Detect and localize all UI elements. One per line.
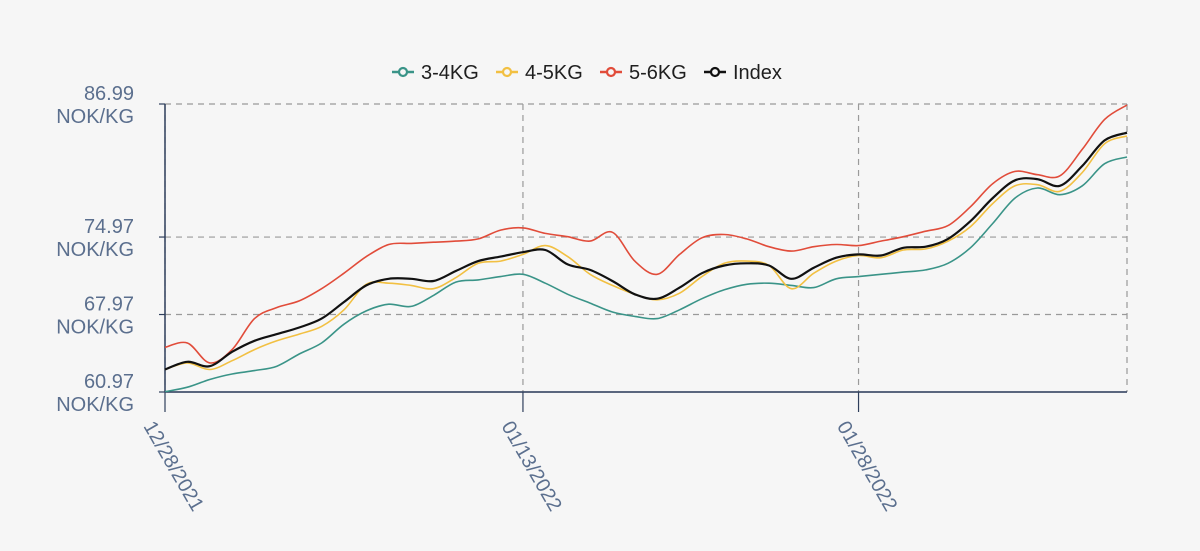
- y-tick-label: 86.99: [84, 83, 134, 105]
- legend-item-4-5kg[interactable]: 4-5KG: [496, 62, 583, 84]
- legend-swatch-marker: [605, 66, 617, 78]
- series-lines: [164, 104, 1128, 393]
- legend-swatch-marker: [501, 66, 513, 78]
- y-axis-ticks: 60.97NOK/KG67.97NOK/KG74.97NOK/KG86.99NO…: [56, 83, 165, 416]
- series-line-3-4kg: [164, 156, 1128, 393]
- series-line-4-5kg: [164, 135, 1128, 371]
- y-tick-unit: NOK/KG: [56, 106, 134, 128]
- y-tick-unit: NOK/KG: [56, 239, 134, 261]
- legend-swatch-marker: [709, 66, 721, 78]
- legend-item-3-4kg[interactable]: 3-4KG: [392, 62, 479, 84]
- series-line-5-6kg: [164, 104, 1128, 364]
- axes: [164, 104, 1127, 393]
- legend: 3-4KG 4-5KG 5-6KG Index: [392, 62, 782, 84]
- y-tick-label: 74.97: [84, 216, 134, 238]
- legend-item-index[interactable]: Index: [704, 62, 782, 84]
- x-axis-ticks: 12/28/2021 01/13/2022 01/28/2022: [139, 392, 901, 516]
- x-tick-label: 12/28/2021: [139, 418, 208, 516]
- x-tick-label: 01/28/2022: [832, 418, 901, 516]
- legend-label: 5-6KG: [629, 62, 687, 84]
- legend-label: Index: [733, 62, 782, 84]
- x-tick-label: 01/13/2022: [497, 418, 566, 516]
- y-tick-unit: NOK/KG: [56, 317, 134, 339]
- legend-swatch-marker: [397, 66, 409, 78]
- y-tick-label: 60.97: [84, 371, 134, 393]
- series-line-index: [164, 131, 1128, 371]
- y-tick-unit: NOK/KG: [56, 394, 134, 416]
- legend-item-5-6kg[interactable]: 5-6KG: [600, 62, 687, 84]
- y-tick-label: 67.97: [84, 294, 134, 316]
- legend-label: 4-5KG: [525, 62, 583, 84]
- legend-label: 3-4KG: [421, 62, 479, 84]
